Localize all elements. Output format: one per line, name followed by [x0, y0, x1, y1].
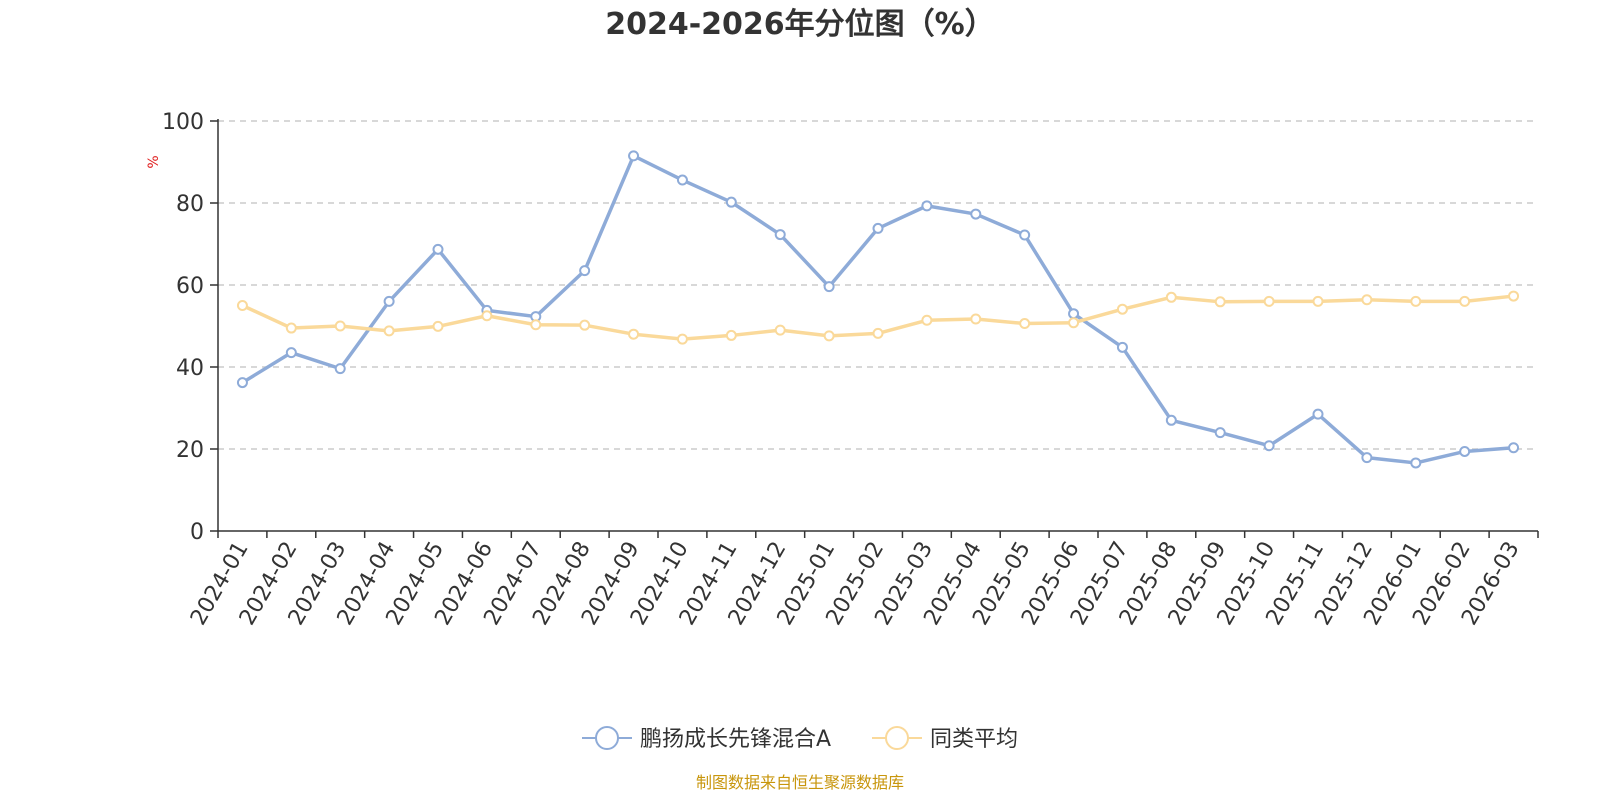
data-point[interactable] [334, 363, 346, 375]
data-point[interactable] [481, 310, 493, 322]
legend-label: 鹏扬成长先锋混合A [640, 727, 831, 752]
data-point[interactable] [1312, 408, 1324, 420]
data-point[interactable] [1361, 452, 1373, 464]
chart-title: 2024-2026年分位图（%） [605, 7, 995, 42]
data-point[interactable] [1508, 290, 1520, 302]
data-point[interactable] [1508, 442, 1520, 454]
y-axis-unit: % [146, 155, 162, 168]
data-point[interactable] [432, 243, 444, 255]
series-line-0 [241, 154, 1514, 465]
data-point[interactable] [676, 333, 688, 345]
data-point[interactable] [628, 328, 640, 340]
data-point[interactable] [1263, 440, 1275, 452]
y-tick-label: 100 [162, 110, 204, 135]
data-point[interactable] [725, 329, 737, 341]
data-point[interactable] [872, 222, 884, 234]
legend-marker-icon [885, 726, 909, 750]
data-point[interactable] [872, 327, 884, 339]
data-point[interactable] [1214, 296, 1226, 308]
data-point[interactable] [1165, 291, 1177, 303]
y-tick-label: 80 [176, 192, 204, 217]
data-point[interactable] [1459, 295, 1471, 307]
data-point[interactable] [1410, 295, 1422, 307]
data-point[interactable] [1263, 295, 1275, 307]
data-point[interactable] [383, 295, 395, 307]
y-tick-label: 60 [176, 274, 204, 299]
data-point[interactable] [530, 319, 542, 331]
data-point[interactable] [921, 200, 933, 212]
data-point[interactable] [285, 322, 297, 334]
data-point[interactable] [579, 319, 591, 331]
data-point[interactable] [1361, 294, 1373, 306]
legend-item-0[interactable]: 鹏扬成长先锋混合A [582, 726, 831, 752]
data-source-note: 制图数据来自恒生聚源数据库 [696, 773, 904, 792]
data-point[interactable] [1019, 318, 1031, 330]
data-point[interactable] [383, 325, 395, 337]
data-point[interactable] [1116, 303, 1128, 315]
legend-marker-icon [595, 726, 619, 750]
data-point[interactable] [1068, 317, 1080, 329]
data-point[interactable] [1214, 427, 1226, 439]
data-point[interactable] [921, 314, 933, 326]
legend-item-1[interactable]: 同类平均 [872, 726, 1018, 752]
data-point[interactable] [334, 320, 346, 332]
data-point[interactable] [823, 330, 835, 342]
y-tick-label: 0 [190, 520, 204, 545]
legend[interactable]: 鹏扬成长先锋混合A 同类平均 [582, 726, 1018, 752]
y-tick-label: 20 [176, 438, 204, 463]
x-tick-labels: 2024-012024-022024-032024-042024-052024-… [186, 538, 1525, 630]
data-point[interactable] [579, 265, 591, 277]
data-point[interactable] [725, 196, 737, 208]
data-point[interactable] [1410, 457, 1422, 469]
data-point[interactable] [774, 324, 786, 336]
y-tick-labels: 0 20 40 60 80 100 [162, 110, 204, 545]
data-point[interactable] [1019, 229, 1031, 241]
data-point[interactable] [285, 347, 297, 359]
data-point[interactable] [628, 150, 640, 162]
data-point[interactable] [1116, 341, 1128, 353]
data-point[interactable] [432, 320, 444, 332]
data-point[interactable] [1068, 308, 1080, 320]
data-point[interactable] [676, 174, 688, 186]
data-point[interactable] [1312, 295, 1324, 307]
data-point[interactable] [970, 313, 982, 325]
data-point[interactable] [236, 377, 248, 389]
data-point[interactable] [1165, 414, 1177, 426]
legend-label: 同类平均 [930, 727, 1018, 752]
data-point[interactable] [823, 281, 835, 293]
y-tick-label: 40 [176, 356, 204, 381]
data-point[interactable] [1459, 445, 1471, 457]
data-point[interactable] [236, 300, 248, 311]
grid-lines [218, 120, 1538, 450]
axes [210, 119, 1539, 538]
data-point[interactable] [774, 229, 786, 241]
data-point[interactable] [970, 208, 982, 220]
series-lines [236, 150, 1520, 469]
